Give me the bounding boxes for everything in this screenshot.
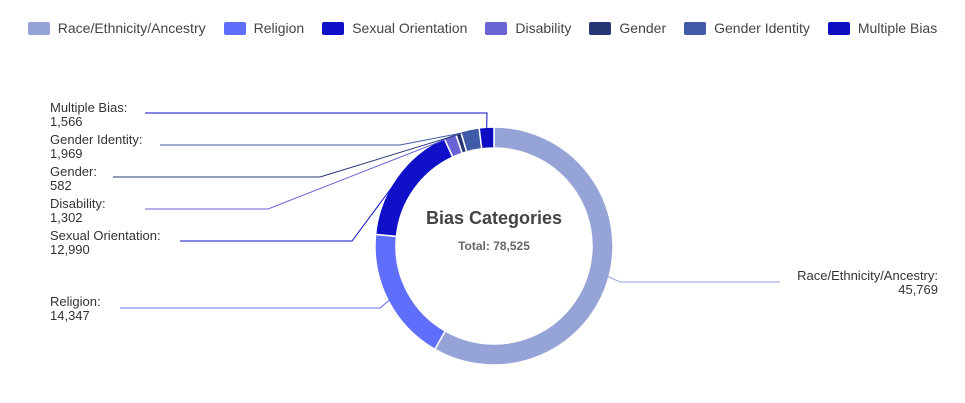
legend-swatch bbox=[322, 21, 345, 35]
legend-item-race-ethnicity-ancestry[interactable]: Race/Ethnicity/Ancestry bbox=[27, 20, 206, 36]
data-label-name-sexual-orientation: Sexual Orientation: bbox=[50, 228, 161, 243]
legend-swatch bbox=[827, 21, 850, 35]
legend-swatch bbox=[589, 21, 612, 35]
legend-item-disability[interactable]: Disability bbox=[485, 20, 571, 36]
center-subtitle: Total: 78,525 bbox=[458, 239, 530, 253]
legend-label: Multiple Bias bbox=[857, 20, 938, 36]
data-label-value-gender: 582 bbox=[50, 178, 72, 193]
leader-line-race-ethnicity-ancestry bbox=[606, 275, 780, 283]
leader-line-gender bbox=[113, 133, 459, 178]
legend-swatch bbox=[485, 21, 508, 35]
legend-label: Gender bbox=[619, 20, 667, 36]
slices-group bbox=[374, 126, 614, 366]
legend-swatch bbox=[223, 21, 246, 35]
legend-swatch bbox=[684, 21, 707, 35]
leader-line-multiple-bias bbox=[145, 112, 488, 130]
leader-lines-group bbox=[113, 112, 780, 309]
legend-label: Religion bbox=[253, 20, 305, 36]
legend-label: Gender Identity bbox=[714, 20, 810, 36]
data-label-value-gender-identity: 1,969 bbox=[50, 146, 83, 161]
center-title: Bias Categories bbox=[426, 208, 562, 228]
labels-group: Race/Ethnicity/Ancestry:45,769Religion:1… bbox=[50, 100, 938, 323]
data-label-name-race-ethnicity-ancestry: Race/Ethnicity/Ancestry: bbox=[797, 268, 938, 283]
legend-item-gender-identity[interactable]: Gender Identity bbox=[684, 20, 810, 36]
legend-item-sexual-orientation[interactable]: Sexual Orientation bbox=[322, 20, 467, 36]
legend-item-religion[interactable]: Religion bbox=[223, 20, 305, 36]
data-label-value-religion: 14,347 bbox=[50, 308, 90, 323]
data-label-name-religion: Religion: bbox=[50, 294, 101, 309]
data-label-value-multiple-bias: 1,566 bbox=[50, 114, 83, 129]
legend: Race/Ethnicity/Ancestry Religion Sexual Or… bbox=[0, 20, 965, 36]
slice-religion[interactable] bbox=[374, 233, 447, 351]
leader-line-sexual-orientation bbox=[180, 177, 400, 242]
legend-item-gender[interactable]: Gender bbox=[589, 20, 666, 36]
legend-label: Race/Ethnicity/Ancestry bbox=[57, 20, 206, 36]
leader-line-disability bbox=[145, 136, 451, 210]
data-label-name-gender: Gender: bbox=[50, 164, 97, 179]
data-label-value-race-ethnicity-ancestry: 45,769 bbox=[898, 282, 938, 297]
slice-multiple-bias[interactable] bbox=[478, 126, 495, 150]
data-label-value-disability: 1,302 bbox=[50, 210, 83, 225]
data-label-value-sexual-orientation: 12,990 bbox=[50, 242, 90, 257]
legend-label: Sexual Orientation bbox=[352, 20, 468, 36]
data-label-name-disability: Disability: bbox=[50, 196, 106, 211]
legend-label: Disability bbox=[515, 20, 572, 36]
legend-item-multiple-bias[interactable]: Multiple Bias bbox=[827, 20, 938, 36]
leader-line-gender-identity bbox=[160, 130, 471, 146]
leader-line-religion bbox=[120, 299, 391, 309]
legend-swatch bbox=[27, 21, 50, 35]
data-label-name-multiple-bias: Multiple Bias: bbox=[50, 100, 127, 115]
data-label-name-gender-identity: Gender Identity: bbox=[50, 132, 143, 147]
